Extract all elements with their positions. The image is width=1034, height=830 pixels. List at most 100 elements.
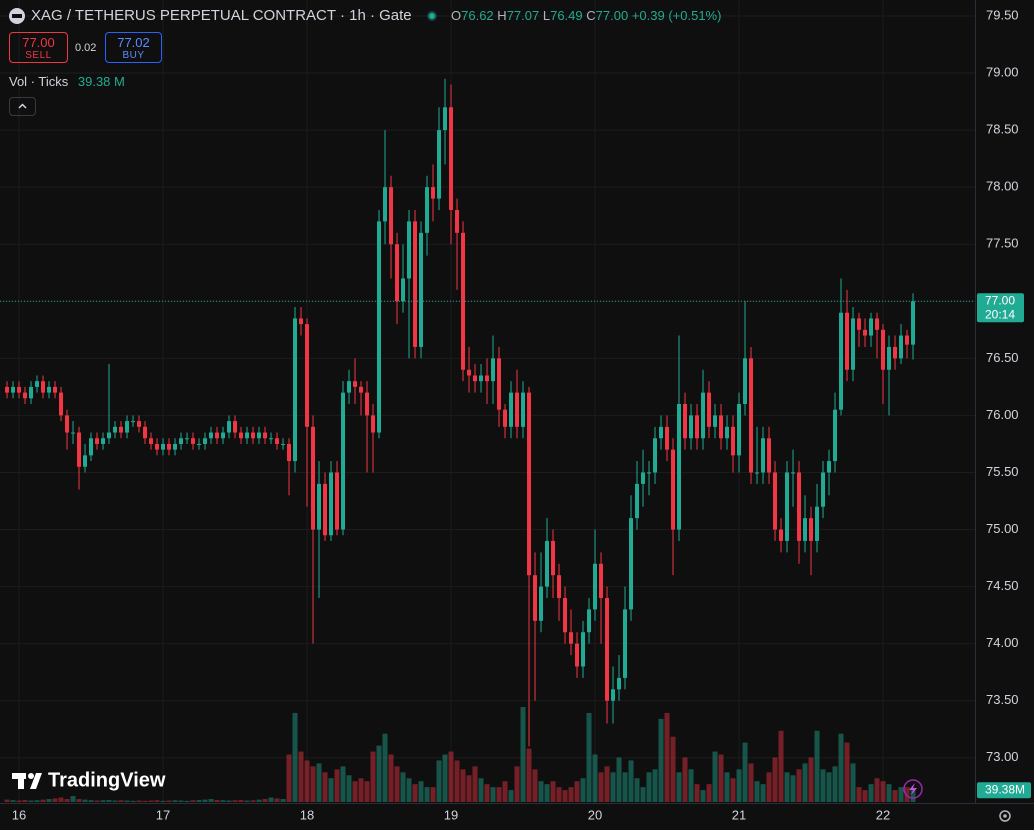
x-tick-label: 16	[12, 807, 26, 822]
candle-body	[893, 346, 898, 359]
volume-bar	[394, 766, 400, 802]
volume-bar	[622, 772, 628, 802]
candle-body	[527, 392, 532, 576]
candle-body	[131, 421, 136, 423]
volume-bar	[460, 769, 466, 802]
volume-bar	[760, 784, 766, 802]
volume-bar	[112, 800, 118, 802]
candle-body	[575, 643, 580, 667]
candle-body	[35, 381, 40, 387]
candle-body	[197, 443, 202, 445]
buy-button[interactable]: 77.02 BUY	[105, 32, 162, 63]
candle-body	[791, 472, 796, 474]
candle-body	[593, 563, 598, 610]
volume-bar	[136, 800, 142, 802]
x-tick-label: 22	[876, 807, 890, 822]
volume-bar	[508, 790, 514, 802]
grid	[0, 0, 975, 803]
candle-body	[581, 632, 586, 667]
candle-body	[359, 386, 364, 393]
candle-body	[857, 318, 862, 330]
volume-bar	[628, 760, 634, 802]
volume-bar	[436, 760, 442, 802]
volume-bar	[754, 781, 760, 802]
candle-body	[869, 318, 874, 336]
settings-icon[interactable]	[999, 810, 1011, 822]
candle-body	[533, 575, 538, 621]
volume-bar	[52, 798, 58, 802]
volume-bar	[178, 800, 184, 802]
candle-body	[401, 278, 406, 302]
volume-bar	[40, 799, 46, 802]
candle-body	[77, 432, 82, 467]
volume-bar	[742, 742, 748, 802]
volume-bar	[304, 760, 310, 802]
volume-bar	[562, 790, 568, 802]
candle-body	[443, 107, 448, 131]
volume-bar	[46, 799, 52, 802]
candle-body	[497, 358, 502, 410]
volume-bar	[208, 799, 214, 802]
candle-body	[149, 438, 154, 444]
volume-pane	[4, 707, 916, 802]
candle-body	[677, 404, 682, 530]
symbol-icon	[9, 8, 25, 24]
candle-body	[779, 529, 784, 541]
volume-bar	[676, 772, 682, 802]
volume-bar	[94, 800, 100, 802]
volume-bar	[10, 800, 16, 802]
candle-body	[323, 483, 328, 536]
sell-button[interactable]: 77.00 SELL	[9, 32, 68, 63]
candle-body	[821, 472, 826, 507]
candle-body	[851, 318, 856, 370]
volume-bar	[796, 769, 802, 802]
logo-shape	[30, 773, 42, 789]
volume-bar	[22, 799, 28, 802]
candle-body	[515, 392, 520, 427]
candle-body	[161, 443, 166, 450]
collapse-button[interactable]	[9, 97, 36, 116]
volume-bar	[580, 778, 586, 802]
symbol-title: XAG / TETHERUS PERPETUAL CONTRACT · 1h ·…	[31, 7, 412, 24]
candle-body	[227, 421, 232, 433]
volume-bar	[466, 775, 472, 802]
volume-bar	[826, 772, 832, 802]
last-price-label: 77.00	[985, 293, 1015, 307]
volume-bar	[838, 733, 844, 802]
y-tick-label: 74.50	[986, 578, 1019, 593]
volume-bar	[706, 784, 712, 802]
volume-bar	[214, 799, 220, 802]
candle-body	[257, 432, 262, 439]
candle-body	[47, 386, 52, 393]
volume-bar	[100, 800, 106, 802]
volume-bar	[376, 745, 382, 802]
lightning-icon[interactable]	[903, 779, 923, 799]
volume-bar	[250, 800, 256, 802]
candle-body	[473, 375, 478, 382]
ohlc-legend: O76.62 H77.07 L76.49 C77.00 +0.39 (+0.51…	[451, 8, 721, 24]
candle-body	[683, 404, 688, 439]
y-tick-label: 73.50	[986, 692, 1019, 707]
candle-body	[311, 426, 316, 530]
candle-body	[299, 318, 304, 325]
volume-bar	[556, 787, 562, 802]
candle-body	[461, 232, 466, 370]
volume-bar	[328, 778, 334, 802]
volume-bar	[868, 784, 874, 802]
chevron	[18, 103, 27, 109]
volume-bar	[202, 799, 208, 802]
candle-body	[107, 432, 112, 439]
volume-bar	[610, 772, 616, 802]
y-tick-label: 76.50	[986, 350, 1019, 365]
candle-body	[701, 392, 706, 439]
volume-bar	[766, 772, 772, 802]
candle-body	[557, 575, 562, 599]
volume-bar	[862, 790, 868, 802]
volume-bar	[478, 778, 484, 802]
settings-icon-dot	[1003, 814, 1007, 818]
volume-bar	[268, 797, 274, 802]
sell-label: SELL	[25, 50, 52, 61]
candle-body	[335, 472, 340, 530]
candle-body	[485, 375, 490, 382]
candle-body	[155, 443, 160, 450]
